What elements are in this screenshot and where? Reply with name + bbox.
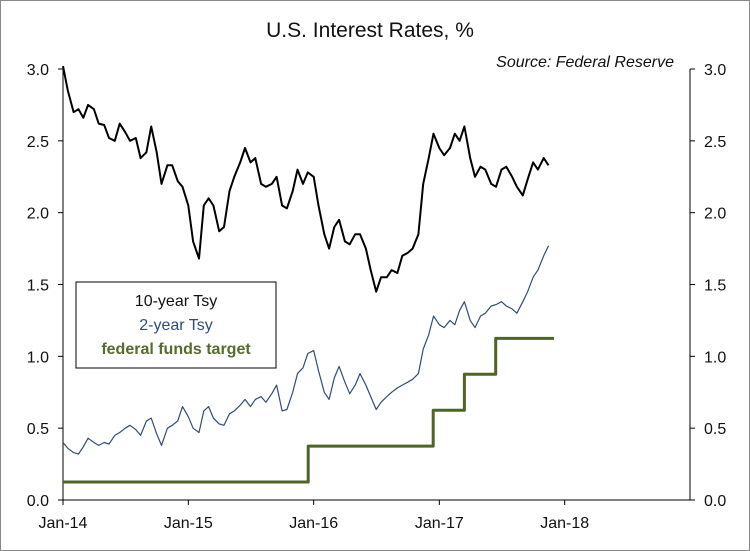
x-tick-label: Jan-15 [164, 515, 213, 532]
y-tick-label-right: 0.0 [704, 493, 726, 510]
legend-label-2-year: 2-year Tsy [139, 317, 213, 334]
y-tick-label-right: 1.0 [704, 349, 726, 366]
y-tick-label-left: 1.0 [27, 349, 49, 366]
y-tick-label-left: 0.5 [27, 421, 49, 438]
y-tick-label-right: 2.0 [704, 206, 726, 223]
x-tick-label: Jan-14 [39, 515, 88, 532]
y-tick-label-left: 2.5 [27, 134, 49, 151]
legend: 10-year Tsy 2-year Tsy federal funds tar… [75, 281, 277, 369]
series-line-fed-funds [63, 336, 554, 484]
chart-title: U.S. Interest Rates, % [266, 19, 474, 42]
y-tick-label-left: 3.0 [27, 62, 49, 79]
series-line-2-year [62, 245, 550, 455]
series-line-10-year [62, 65, 550, 293]
y-tick-label-right: 2.5 [704, 134, 726, 151]
y-tick-label-right: 0.5 [704, 421, 726, 438]
x-tick-label: Jan-17 [415, 515, 464, 532]
y-tick-label-left: 0.0 [27, 493, 49, 510]
x-tick-label: Jan-16 [289, 515, 338, 532]
legend-label-10-year: 10-year Tsy [135, 293, 217, 310]
y-tick-label-right: 3.0 [704, 62, 726, 79]
chart-source: Source: Federal Reserve [496, 54, 674, 71]
x-tick-label: Jan-18 [540, 515, 589, 532]
legend-box [75, 281, 277, 369]
axes: 0.0 0.0 0.5 0.5 1.0 1.0 1.5 1.5 2.0 2.0 2.5 2.5 3.0 3… [27, 62, 727, 532]
y-tick-label-right: 1.5 [704, 278, 726, 295]
y-tick-label-left: 1.5 [27, 278, 49, 295]
y-tick-label-left: 2.0 [27, 206, 49, 223]
series-layer [62, 65, 554, 484]
legend-label-fed-funds: federal funds target [101, 341, 251, 358]
